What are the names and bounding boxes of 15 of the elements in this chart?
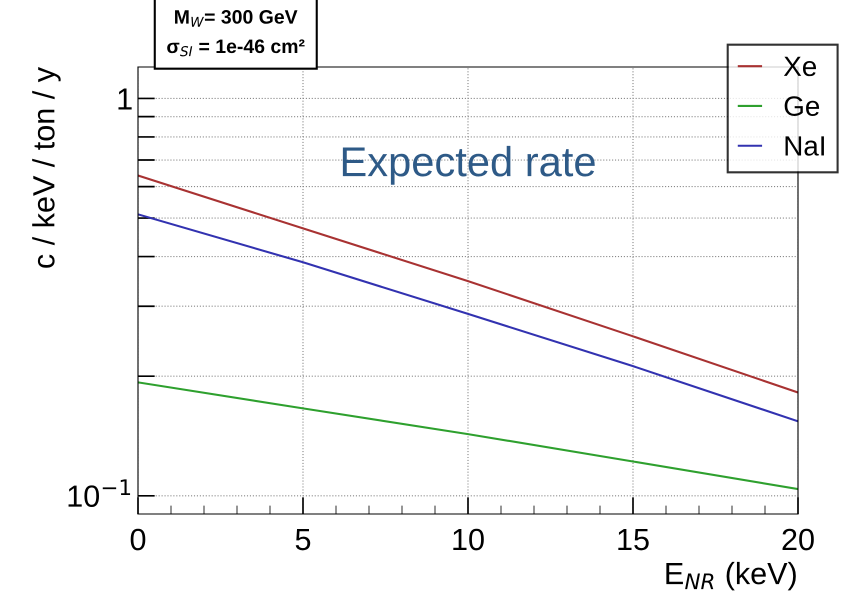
- x-tick-label: 15: [618, 529, 649, 550]
- legend-label: Ge: [784, 96, 820, 116]
- text: σ$_{SI}$ = 1e-46 cm²: [167, 39, 305, 56]
- legend-label: Xe: [784, 56, 816, 76]
- text: M$_{W}$= 300 GeV: [175, 10, 298, 27]
- y-tick-label: 10$^{−1}$: [68, 479, 130, 507]
- y-tick-label: 1: [118, 88, 132, 110]
- x-axis-title: E$_{NR}$ (keV): [666, 562, 796, 590]
- x-tick-label: 5: [296, 529, 310, 550]
- x-tick-label: 20: [782, 528, 814, 550]
- y-axis-title: c / keV / ton / y: [32, 67, 61, 268]
- annotation: Expected rate: [342, 146, 595, 185]
- x-tick-label: 0: [130, 528, 146, 550]
- x-tick-label: 10: [453, 528, 484, 550]
- legend-label: NaI: [786, 136, 824, 156]
